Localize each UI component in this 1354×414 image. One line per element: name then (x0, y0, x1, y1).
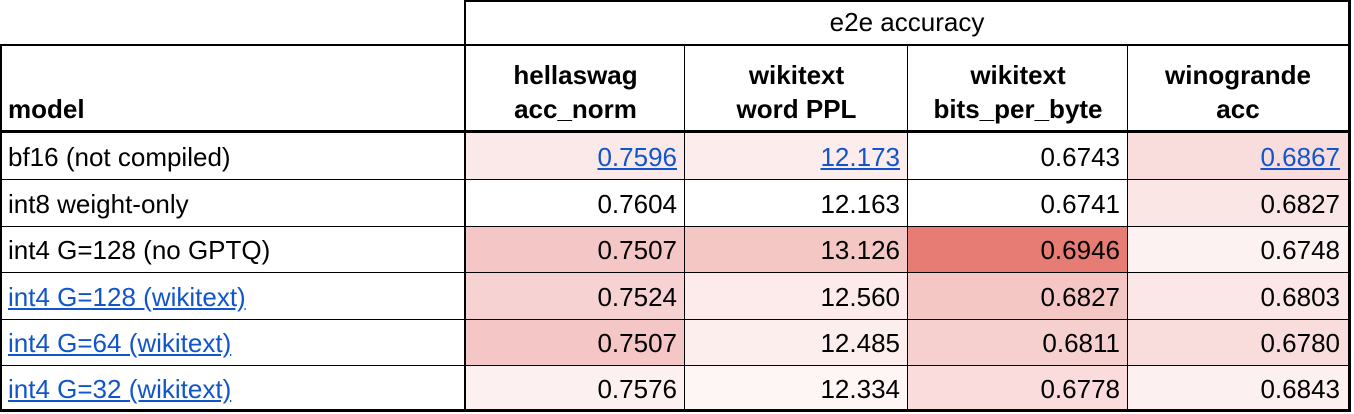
model-cell: int4 G=128 (wikitext) (0, 272, 466, 319)
value-cell: 13.126 (685, 226, 908, 272)
header-line: bits_per_byte (933, 94, 1103, 124)
value-cell: 0.6827 (1128, 179, 1348, 226)
header-line: winogrande (1165, 60, 1311, 90)
grid-line (0, 226, 1351, 227)
cell-text: 0.7507 (597, 235, 677, 265)
header-line: acc (1216, 94, 1260, 124)
grid-line (907, 45, 908, 411)
cell-text: 12.163 (820, 189, 900, 219)
cell-link[interactable]: int4 G=32 (wikitext) (8, 374, 232, 404)
value-cell: 0.7604 (466, 179, 685, 226)
model-cell: int4 G=64 (wikitext) (0, 319, 466, 365)
column-header: winogrande acc (1128, 45, 1348, 132)
value-cell: 12.560 (685, 272, 908, 319)
cell-link[interactable]: 12.173 (820, 142, 900, 172)
value-cell: 0.6741 (908, 179, 1128, 226)
cell-text: bf16 (not compiled) (8, 142, 231, 172)
cell-link[interactable]: int4 G=128 (wikitext) (8, 282, 246, 312)
value-cell: 0.7507 (466, 226, 685, 272)
model-cell: int4 G=32 (wikitext) (0, 365, 466, 411)
cell-text: int8 weight-only (8, 189, 189, 219)
value-cell: 0.7524 (466, 272, 685, 319)
value-cell: 0.6827 (908, 272, 1128, 319)
cell-text: 12.485 (820, 328, 900, 358)
cell-text: 12.560 (820, 282, 900, 312)
value-cell: 0.7596 (466, 132, 685, 179)
header-line: wikitext (970, 60, 1066, 90)
column-header: model (0, 45, 466, 132)
grid-line (1127, 45, 1128, 411)
cell-text: 0.6946 (1040, 235, 1120, 265)
value-cell: 0.6946 (908, 226, 1128, 272)
model-cell: int4 G=128 (no GPTQ) (0, 226, 466, 272)
grid-line (0, 319, 1351, 320)
cell-text: int4 G=128 (no GPTQ) (8, 235, 271, 265)
value-cell: 0.6811 (908, 319, 1128, 365)
cell-text: 0.6827 (1260, 189, 1340, 219)
header-line: hellaswag (513, 60, 638, 90)
value-cell: 12.173 (685, 132, 908, 179)
group-header: e2e accuracy (829, 7, 985, 37)
value-cell: 0.6843 (1128, 365, 1348, 411)
header-line: wikitext (748, 60, 845, 90)
cell-link[interactable]: int4 G=64 (wikitext) (8, 328, 232, 358)
cell-link[interactable]: 0.6867 (1260, 142, 1340, 172)
cell-text: 0.6743 (1040, 142, 1120, 172)
grid-line (0, 272, 1351, 273)
value-cell: 12.334 (685, 365, 908, 411)
value-cell: 0.6803 (1128, 272, 1348, 319)
value-cell: 12.163 (685, 179, 908, 226)
column-header: hellaswag acc_norm (466, 45, 685, 132)
cell-text: 0.6827 (1040, 282, 1120, 312)
model-cell: int8 weight-only (0, 179, 466, 226)
cell-text: 0.6811 (1042, 328, 1120, 358)
value-cell: 0.7507 (466, 319, 685, 365)
value-cell: 0.6867 (1128, 132, 1348, 179)
cell-text: 12.334 (820, 374, 900, 404)
cell-text: 0.6843 (1260, 374, 1340, 404)
grid-line (0, 130, 1351, 133)
grid-line (0, 409, 1351, 412)
header-line: model (8, 94, 85, 124)
cell-text: 0.7604 (597, 189, 677, 219)
cell-text: 0.7507 (597, 328, 677, 358)
grid-line (0, 44, 1351, 46)
column-header: wikitext word PPL (685, 45, 908, 132)
grid-line (0, 179, 1351, 180)
header-line: word PPL (736, 94, 857, 124)
cell-text: 0.7576 (597, 374, 677, 404)
value-cell: 0.6778 (908, 365, 1128, 411)
column-header: wikitext bits_per_byte (908, 45, 1128, 132)
cell-text: 0.7524 (597, 282, 677, 312)
value-cell: 0.6780 (1128, 319, 1348, 365)
grid-line (1348, 0, 1351, 411)
header-line: acc_norm (514, 94, 637, 124)
grid-line (0, 45, 2, 411)
grid-line (0, 365, 1351, 366)
cell-text: 0.6778 (1040, 374, 1120, 404)
value-cell: 0.7576 (466, 365, 685, 411)
cell-link[interactable]: 0.7596 (597, 142, 677, 172)
grid-line (464, 0, 1351, 2)
cell-text: 13.126 (820, 235, 900, 265)
cell-text: 0.6748 (1260, 235, 1340, 265)
value-cell: 0.6748 (1128, 226, 1348, 272)
grid-line (464, 0, 466, 411)
cell-text: 0.6803 (1260, 282, 1340, 312)
value-cell: 12.485 (685, 319, 908, 365)
cell-text: 0.6741 (1040, 189, 1120, 219)
value-cell: 0.6743 (908, 132, 1128, 179)
grid-line (684, 45, 685, 411)
cell-text: 0.6780 (1260, 328, 1340, 358)
empty-corner (0, 0, 466, 45)
model-cell: bf16 (not compiled) (0, 132, 466, 179)
